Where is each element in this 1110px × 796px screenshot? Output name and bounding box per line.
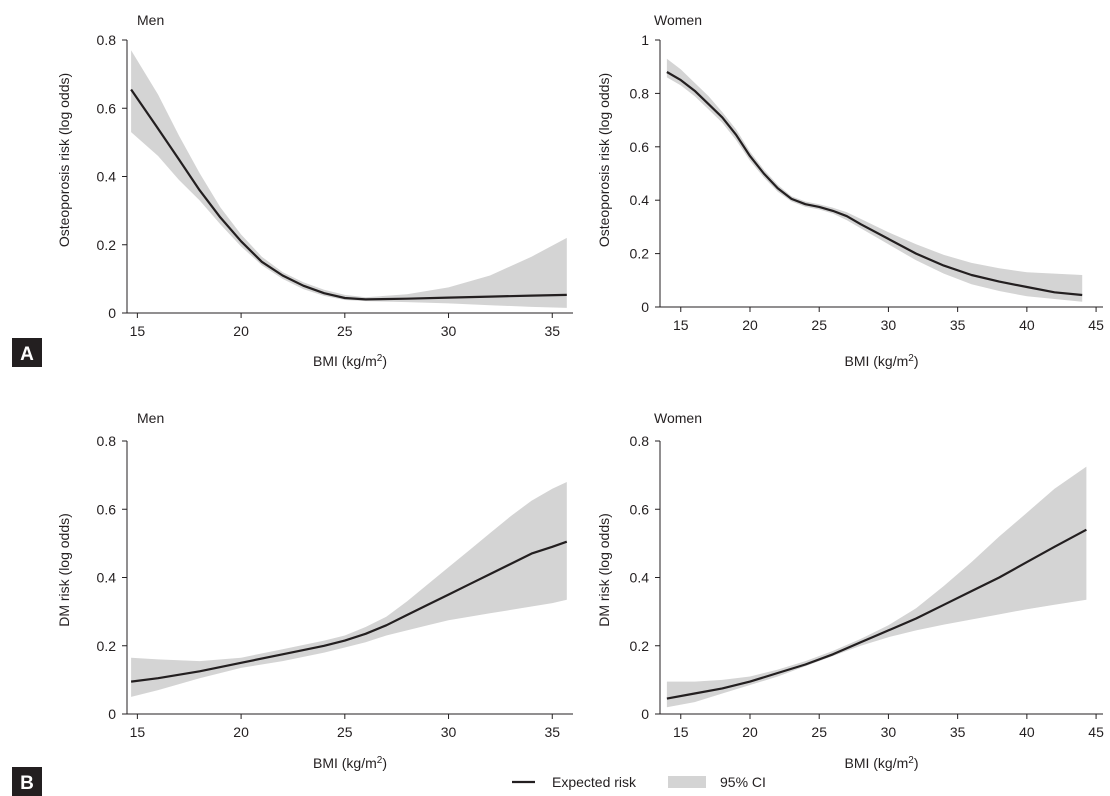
legend: Expected risk 95% CI (512, 774, 766, 790)
x-tick-label: 30 (441, 724, 457, 740)
x-tick-label: 20 (233, 323, 249, 339)
x-tick-label: 45 (1088, 724, 1104, 740)
chart-panel-1: 15 20 25 30 35 0 0.2 0.4 0.6 0.8 Men BMI (kg/m2) Ost… (56, 12, 573, 369)
y-axis-label: DM risk (log odds) (596, 513, 612, 627)
y-tick-label: 0.2 (97, 237, 117, 253)
x-tick-label: 20 (742, 317, 758, 333)
y-tick-label: 0.2 (630, 638, 650, 654)
x-axis-label: BMI (kg/m2) (844, 353, 918, 370)
x-tick-label: 15 (130, 323, 146, 339)
x-tick-label: 25 (811, 724, 827, 740)
y-tick-label: 0.2 (630, 246, 650, 262)
chart-title: Men (137, 410, 164, 426)
x-tick-label: 25 (337, 323, 353, 339)
x-tick-label: 45 (1088, 317, 1104, 333)
expected-risk-line (666, 528, 1087, 700)
x-tick-label: 25 (811, 317, 827, 333)
expected-risk-line (130, 88, 567, 301)
ci-band (131, 50, 567, 308)
y-tick-label: 0.6 (630, 501, 650, 517)
panel-label-b-badge: B (12, 767, 42, 796)
y-tick-label: 0.2 (97, 638, 117, 654)
y-tick-label: 0.8 (97, 32, 117, 48)
x-tick-label: 35 (950, 317, 966, 333)
y-tick-label: 0 (108, 305, 116, 321)
x-axis-label: BMI (kg/m2) (313, 755, 387, 772)
y-tick-label: 0.6 (630, 139, 650, 155)
y-tick-label: 0 (641, 706, 649, 722)
expected-risk-line (666, 71, 1083, 297)
y-axis-label: Osteoporosis risk (log odds) (596, 73, 612, 247)
y-tick-label: 0.4 (630, 192, 650, 208)
chart-panel-3: 15 20 25 30 35 0 0.2 0.4 0.6 0.8 Men BMI (kg/m2) DM … (56, 410, 573, 771)
chart-title: Women (654, 410, 702, 426)
x-tick-label: 25 (337, 724, 353, 740)
y-tick-label: 0.6 (97, 100, 117, 116)
panel-label-a-badge: A (12, 338, 42, 367)
chart-title: Men (137, 12, 164, 28)
x-tick-label: 15 (673, 317, 689, 333)
y-tick-label: 0.4 (97, 570, 117, 586)
ci-band (666, 58, 1083, 302)
panel-label-b: B (20, 773, 34, 794)
x-tick-label: 40 (1019, 724, 1035, 740)
x-tick-label: 35 (544, 323, 560, 339)
y-axis-label: Osteoporosis risk (log odds) (56, 73, 72, 247)
legend-ci-label: 95% CI (720, 774, 766, 790)
y-tick-label: 0 (108, 706, 116, 722)
x-tick-label: 30 (881, 317, 897, 333)
plot-area: 15 20 25 30 35 0 0.2 0.4 0.6 0.8 Men BMI (kg/m2) Ost… (56, 12, 1104, 771)
x-axis-label: BMI (kg/m2) (313, 353, 387, 370)
expected-risk-line (130, 540, 568, 683)
chart-panel-2: 15 20 25 30 35 40 45 0 0.2 0.4 0.6 0.8 1 Women BMI (kg… (596, 12, 1104, 369)
chart-title: Women (654, 12, 702, 28)
x-tick-label: 15 (130, 724, 146, 740)
x-tick-label: 30 (881, 724, 897, 740)
y-tick-label: 0.8 (630, 433, 650, 449)
y-axis-label: DM risk (log odds) (56, 513, 72, 627)
y-tick-label: 0 (641, 299, 649, 315)
panel-label-a: A (20, 344, 34, 365)
x-axis-label: BMI (kg/m2) (844, 755, 918, 772)
x-tick-label: 20 (742, 724, 758, 740)
x-tick-label: 40 (1019, 317, 1035, 333)
ci-band (666, 466, 1087, 708)
y-tick-label: 0.4 (630, 570, 650, 586)
x-tick-label: 30 (441, 323, 457, 339)
y-tick-label: 0.8 (630, 85, 650, 101)
y-tick-label: 0.4 (97, 169, 117, 185)
ci-band (131, 482, 567, 697)
x-tick-label: 15 (673, 724, 689, 740)
y-tick-label: 0.6 (97, 501, 117, 517)
legend-expected-label: Expected risk (552, 774, 637, 790)
y-tick-label: 0.8 (97, 433, 117, 449)
y-tick-label: 1 (641, 32, 649, 48)
x-tick-label: 35 (950, 724, 966, 740)
x-tick-label: 35 (544, 724, 560, 740)
legend-band-swatch (668, 776, 706, 788)
x-tick-label: 20 (233, 724, 249, 740)
